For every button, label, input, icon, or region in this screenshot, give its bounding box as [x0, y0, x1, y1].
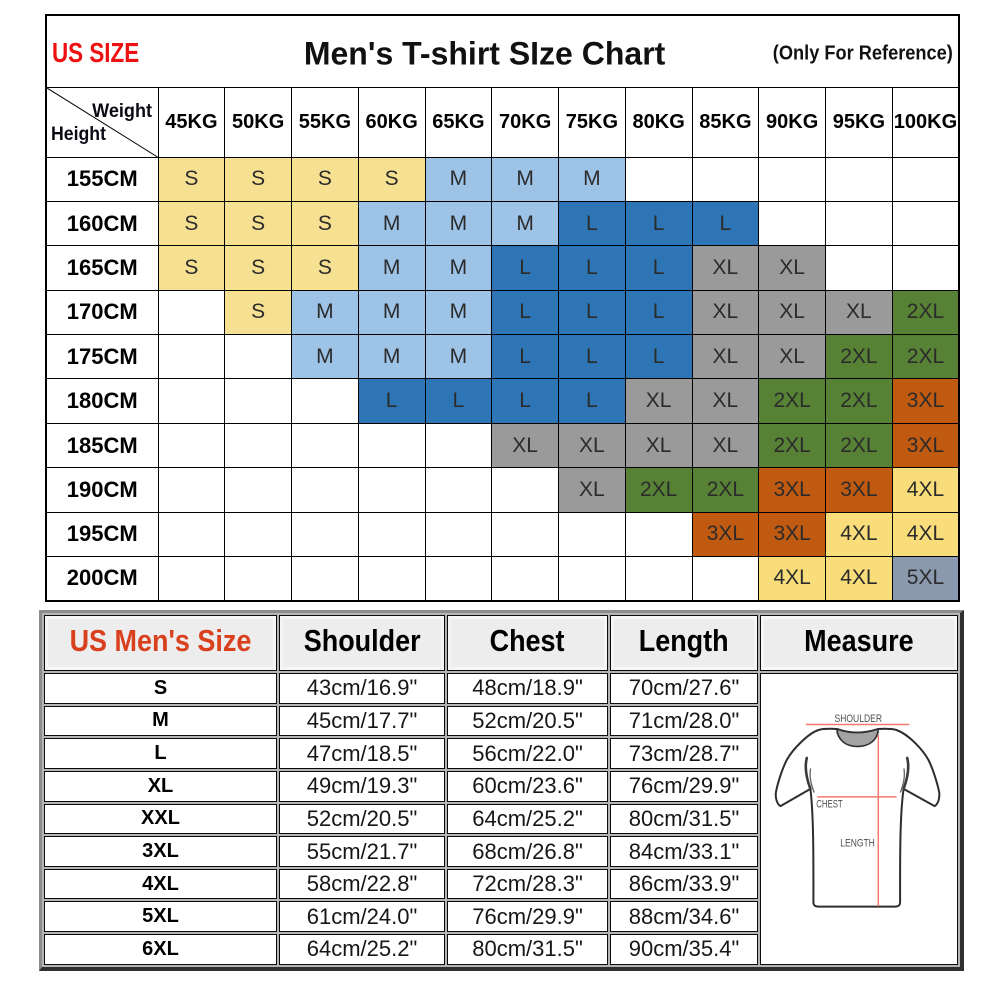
svg-text:LENGTH: LENGTH	[840, 837, 875, 849]
svg-text:CHEST: CHEST	[816, 798, 843, 810]
svg-text:SHOULDER: SHOULDER	[835, 713, 883, 725]
